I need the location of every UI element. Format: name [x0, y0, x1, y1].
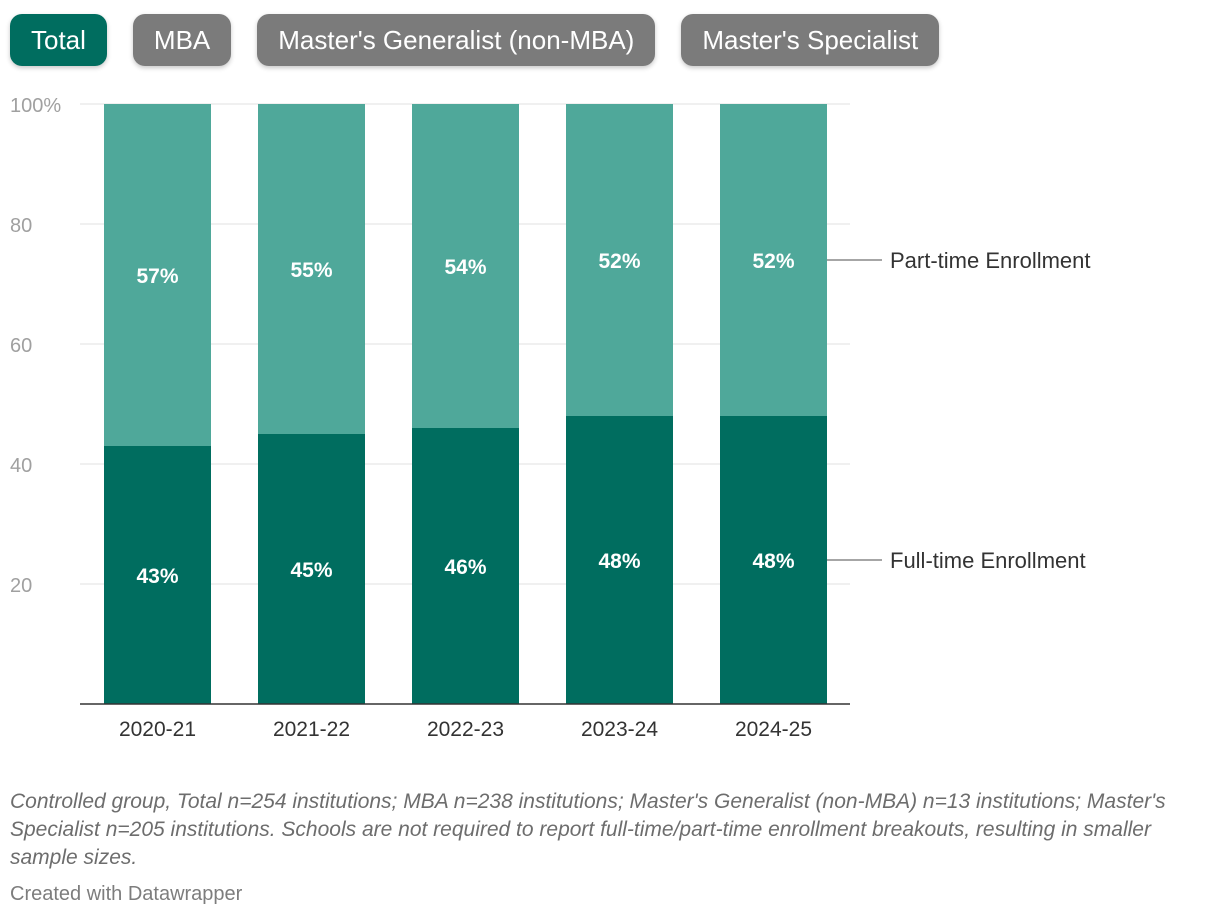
data-label-full-time: 43%: [136, 565, 178, 588]
x-tick-label: 2022-23: [427, 718, 504, 741]
bar-full-time: [720, 416, 827, 704]
filter-tabs: Total MBA Master's Generalist (non-MBA) …: [10, 14, 940, 66]
bar-full-time: [566, 416, 673, 704]
legend-label-full-time: Full-time Enrollment: [890, 548, 1086, 573]
bar-full-time: [258, 434, 365, 704]
data-label-part-time: 52%: [598, 250, 640, 273]
data-label-part-time: 52%: [752, 250, 794, 273]
data-label-full-time: 46%: [444, 556, 486, 579]
y-tick-label: 60: [10, 335, 32, 357]
data-label-full-time: 48%: [598, 550, 640, 573]
legend-label-part-time: Part-time Enrollment: [890, 248, 1091, 273]
tab-total[interactable]: Total: [10, 14, 107, 66]
chart-notes: Controlled group, Total n=254 institutio…: [10, 790, 1166, 869]
y-tick-label: 100%: [10, 95, 61, 117]
bar-part-time: [412, 104, 519, 428]
tab-mba[interactable]: MBA: [132, 14, 232, 66]
bar-part-time: [258, 104, 365, 434]
bar-part-time: [566, 104, 673, 416]
y-tick-label: 40: [10, 455, 32, 477]
y-tick-label: 80: [10, 215, 32, 237]
bar-full-time: [412, 428, 519, 704]
bar-full-time: [104, 446, 211, 704]
data-label-part-time: 55%: [290, 259, 332, 282]
data-label-part-time: 54%: [444, 256, 486, 279]
bar-part-time: [720, 104, 827, 416]
chart-credit: Created with Datawrapper: [10, 883, 243, 905]
stacked-bar-chart: 43% 57% 45% 55% 46% 54% 48% 52% 48% 52% 20 40 60 80 1…: [10, 95, 1091, 741]
x-tick-label: 2024-25: [735, 718, 812, 741]
tab-masters-specialist[interactable]: Master's Specialist: [681, 14, 940, 66]
x-tick-label: 2020-21: [119, 718, 196, 741]
x-tick-label: 2021-22: [273, 718, 350, 741]
x-tick-label: 2023-24: [581, 718, 658, 741]
y-tick-label: 20: [10, 575, 32, 597]
data-label-full-time: 48%: [752, 550, 794, 573]
data-label-part-time: 57%: [136, 265, 178, 288]
bar-part-time: [104, 104, 211, 446]
data-label-full-time: 45%: [290, 559, 332, 582]
tab-masters-generalist[interactable]: Master's Generalist (non-MBA): [257, 14, 656, 66]
